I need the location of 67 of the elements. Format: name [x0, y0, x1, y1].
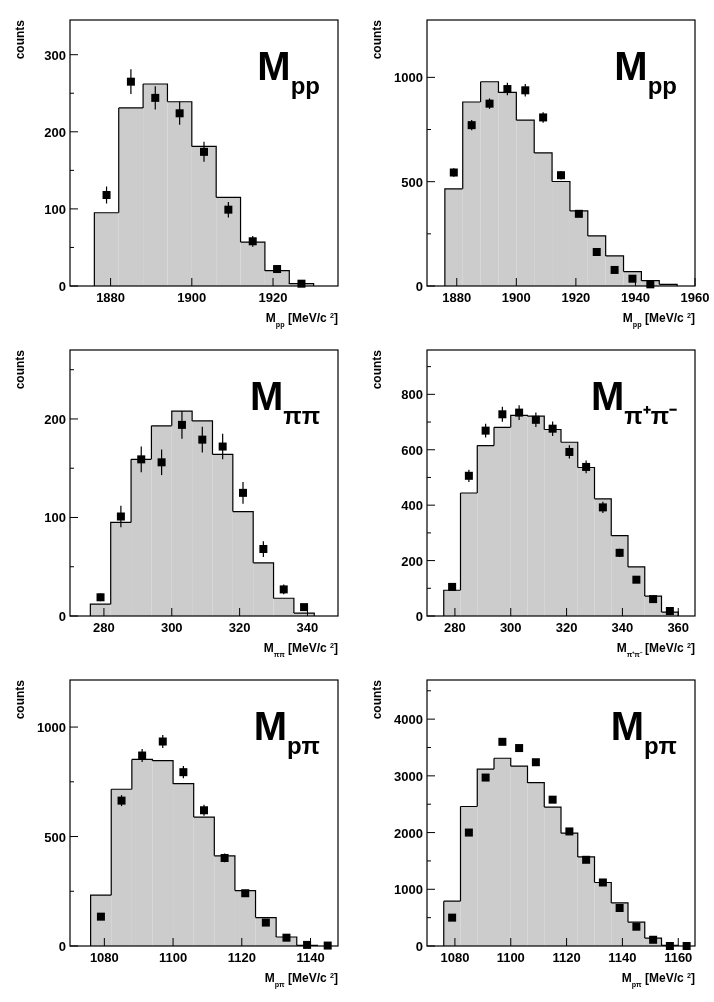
y-tick-label: 4000	[394, 712, 423, 728]
x-tick-label: 280	[93, 620, 115, 635]
y-axis-title: counts	[370, 19, 384, 60]
y-tick-label: 100	[44, 510, 66, 526]
y-tick-label: 100	[44, 201, 66, 217]
x-axis-title: M$_{pπ}$ [MeV/c $^{2}$]	[264, 970, 338, 989]
x-tick-label: 1120	[552, 950, 581, 965]
y-tick-label: 0	[58, 279, 66, 294]
y-axis-title: counts	[370, 349, 384, 390]
x-tick-label: 300	[160, 620, 183, 635]
x-axis-title: M$_{pp}$ [MeV/c $^{2}$]	[622, 310, 695, 329]
x-tick-label: 340	[611, 620, 634, 635]
text: M$_{π⁺π⁻}$	[590, 374, 677, 429]
x-tick-label: 1920	[258, 290, 288, 305]
y-axis-title: counts	[370, 679, 384, 720]
y-tick-label: 300	[44, 47, 66, 63]
x-tick-label: 1160	[664, 950, 693, 965]
y-tick-label: 1000	[394, 882, 423, 898]
y-axis-title: counts	[13, 19, 27, 60]
text: M$_{pπ}$	[253, 704, 320, 759]
y-tick-label: 0	[58, 939, 66, 954]
x-axis-title: M$_{pp}$ [MeV/c $^{2}$]	[265, 310, 338, 329]
text: M$_{ππ}$	[249, 374, 320, 429]
y-tick-label: 1000	[37, 720, 66, 736]
y-tick-label: 0	[415, 609, 423, 624]
x-tick-label: 320	[555, 620, 578, 635]
y-tick-label: 500	[401, 174, 423, 190]
text: M$_{pp}$	[257, 44, 320, 99]
y-tick-label: 1000	[394, 70, 423, 86]
x-tick-label: 1880	[96, 290, 126, 305]
x-axis-title: M$_{π⁺π⁻}$ [MeV/c $^{2}$]	[616, 640, 695, 659]
x-tick-label: 1900	[177, 290, 207, 305]
y-axis-title: counts	[13, 679, 27, 720]
y-tick-label: 0	[58, 609, 66, 624]
x-tick-label: 1080	[440, 950, 470, 965]
text: M$_{pπ}$	[610, 704, 677, 759]
x-tick-label: 1960	[680, 290, 710, 305]
x-tick-label: 1940	[620, 290, 650, 305]
y-axis-title: counts	[13, 349, 27, 390]
x-tick-label: 1920	[561, 290, 591, 305]
x-axis-title: M$_{pπ}$ [MeV/c $^{2}$]	[621, 970, 695, 989]
y-tick-label: 600	[401, 442, 423, 458]
x-axis-title: M$_{ππ}$ [MeV/c $^{2}$]	[263, 640, 338, 659]
y-tick-label: 800	[401, 387, 423, 403]
x-tick-label: 1140	[608, 950, 637, 965]
y-tick-label: 200	[44, 411, 66, 427]
x-tick-label: 340	[296, 620, 319, 635]
text: M$_{pp}$	[614, 44, 677, 99]
x-tick-label: 360	[667, 620, 690, 635]
x-tick-label: 1140	[296, 950, 325, 965]
y-tick-label: 0	[415, 279, 423, 294]
x-tick-label: 280	[444, 620, 466, 635]
x-tick-label: 1100	[158, 950, 188, 965]
x-tick-label: 1900	[501, 290, 531, 305]
x-tick-label: 1120	[227, 950, 256, 965]
y-tick-label: 3000	[394, 768, 423, 784]
y-tick-label: 0	[415, 939, 423, 954]
y-tick-label: 500	[44, 829, 66, 845]
x-tick-label: 320	[228, 620, 251, 635]
y-tick-label: 2000	[394, 825, 423, 841]
y-tick-label: 200	[44, 124, 66, 140]
x-tick-label: 300	[499, 620, 522, 635]
y-tick-label: 400	[401, 498, 423, 514]
x-tick-label: 1080	[89, 950, 119, 965]
y-tick-label: 200	[401, 553, 423, 569]
x-tick-label: 1880	[442, 290, 472, 305]
x-tick-label: 1100	[496, 950, 525, 965]
